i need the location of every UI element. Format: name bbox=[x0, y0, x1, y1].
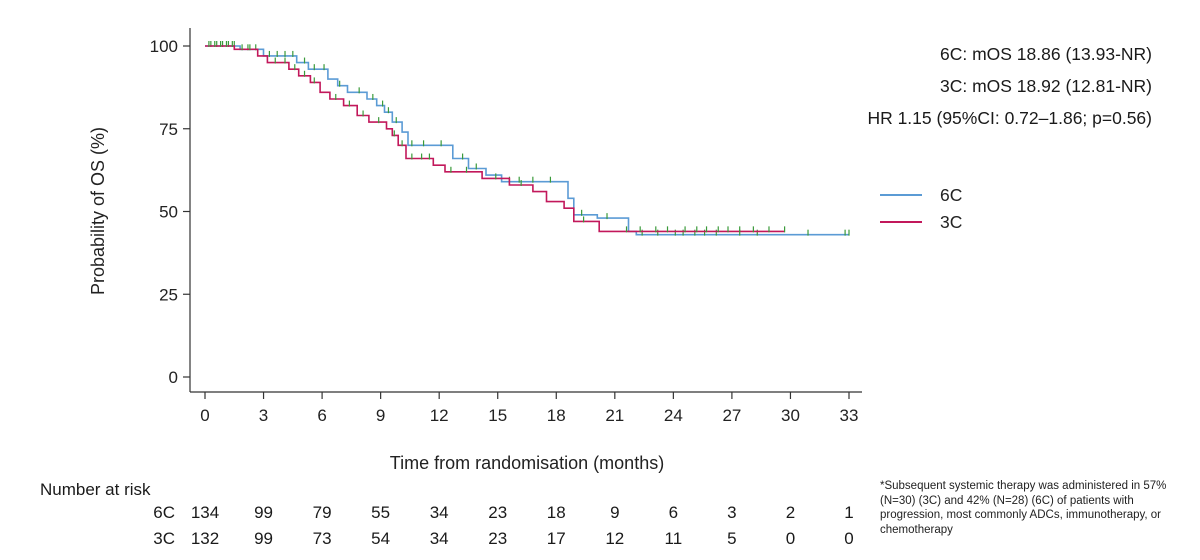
x-tick-label: 0 bbox=[200, 406, 209, 425]
x-tick-label: 30 bbox=[781, 406, 800, 425]
risk-cell: 5 bbox=[727, 529, 737, 548]
y-axis-title: Probability of OS (%) bbox=[88, 127, 108, 295]
annotation-hr: HR 1.15 (95%CI: 0.72–1.86; p=0.56) bbox=[867, 108, 1152, 128]
risk-cell: 132 bbox=[190, 529, 220, 548]
annotation-3c-mos: 3C: mOS 18.92 (12.81-NR) bbox=[940, 76, 1152, 96]
number-at-risk-title: Number at risk bbox=[40, 480, 151, 499]
curve-6c bbox=[205, 45, 849, 236]
y-tick-label: 75 bbox=[159, 120, 178, 139]
x-tick-label: 21 bbox=[605, 406, 624, 425]
x-tick-label: 18 bbox=[547, 406, 566, 425]
y-tick-label: 50 bbox=[159, 203, 178, 222]
annotations: 6C: mOS 18.86 (13.93-NR) 3C: mOS 18.92 (… bbox=[867, 44, 1152, 128]
survival-curves bbox=[205, 41, 850, 236]
x-tick-label: 6 bbox=[317, 406, 326, 425]
risk-row-label: 6C bbox=[153, 503, 175, 522]
x-tick-label: 15 bbox=[488, 406, 507, 425]
y-tick-label: 0 bbox=[169, 368, 178, 387]
risk-cell: 99 bbox=[254, 503, 273, 522]
risk-cell: 9 bbox=[610, 503, 620, 522]
axes bbox=[189, 28, 862, 393]
risk-cell: 23 bbox=[488, 529, 508, 548]
risk-cell: 2 bbox=[785, 503, 796, 522]
risk-cell: 23 bbox=[488, 503, 508, 522]
legend-label-3c: 3C bbox=[940, 212, 962, 232]
risk-row-label: 3C bbox=[153, 529, 175, 548]
annotation-6c-mos: 6C: mOS 18.86 (13.93-NR) bbox=[940, 44, 1152, 64]
y-ticks: 0 25 50 75 100 bbox=[150, 37, 190, 387]
km-chart: 0 25 50 75 100 0 3 6 9 12 15 18 21 24 27 30 33 Time fro… bbox=[88, 28, 1152, 473]
x-tick-label: 33 bbox=[840, 406, 859, 425]
risk-cell: 3 bbox=[727, 503, 737, 522]
x-tick-label: 24 bbox=[664, 406, 683, 425]
risk-cell: 0 bbox=[844, 529, 854, 548]
x-axis-title: Time from randomisation (months) bbox=[390, 453, 664, 473]
footnote: *Subsequent systemic therapy was adminis… bbox=[880, 480, 1167, 536]
x-ticks: 0 3 6 9 12 15 18 21 24 27 30 33 bbox=[200, 392, 858, 425]
risk-cell: 34 bbox=[429, 529, 449, 548]
x-tick-label: 3 bbox=[259, 406, 268, 425]
x-tick-label: 9 bbox=[376, 406, 385, 425]
y-tick-label: 100 bbox=[150, 37, 178, 56]
legend-label-6c: 6C bbox=[940, 185, 962, 205]
risk-cell: 73 bbox=[312, 529, 332, 548]
y-tick-label: 25 bbox=[159, 285, 178, 304]
risk-cell: 34 bbox=[429, 503, 449, 522]
risk-cell: 1 bbox=[844, 503, 854, 522]
curve-3c bbox=[205, 45, 785, 233]
risk-cell: 55 bbox=[371, 503, 391, 522]
legend: 6C 3C bbox=[880, 185, 962, 232]
risk-cell: 134 bbox=[190, 503, 220, 522]
risk-cell: 18 bbox=[546, 503, 566, 522]
x-tick-label: 27 bbox=[722, 406, 741, 425]
x-tick-label: 12 bbox=[430, 406, 449, 425]
risk-cell: 17 bbox=[546, 529, 566, 548]
risk-cell: 6 bbox=[668, 503, 679, 522]
risk-cell: 11 bbox=[664, 529, 683, 548]
risk-cell: 12 bbox=[605, 529, 625, 548]
risk-cell: 79 bbox=[312, 503, 332, 522]
risk-cell: 0 bbox=[785, 529, 796, 548]
risk-cell: 54 bbox=[371, 529, 391, 548]
risk-cell: 99 bbox=[254, 529, 273, 548]
